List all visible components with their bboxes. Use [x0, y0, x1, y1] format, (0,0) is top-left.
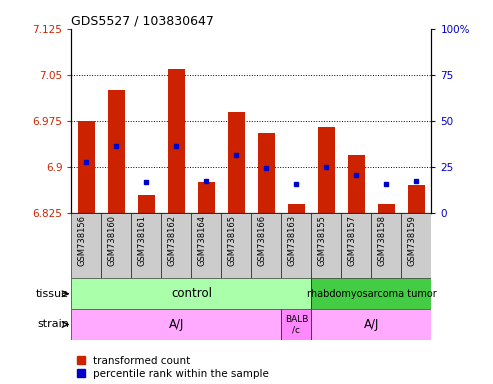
Text: BALB
/c: BALB /c [285, 315, 308, 334]
Text: GSM738161: GSM738161 [138, 215, 146, 266]
Bar [102, 213, 132, 278]
Bar [258, 133, 275, 213]
Text: tissue: tissue [36, 289, 69, 299]
Bar [341, 213, 371, 278]
Bar [371, 213, 401, 278]
Text: GSM738157: GSM738157 [348, 215, 356, 266]
Bar [228, 112, 245, 213]
Text: GSM738162: GSM738162 [168, 215, 176, 266]
Bar [138, 195, 155, 213]
Text: GSM738156: GSM738156 [77, 215, 86, 266]
Bar [78, 121, 95, 213]
Text: GSM738159: GSM738159 [407, 215, 417, 266]
Bar [71, 278, 312, 309]
Bar [161, 213, 191, 278]
Bar [378, 204, 394, 213]
Text: rhabdomyosarcoma tumor: rhabdomyosarcoma tumor [307, 289, 436, 299]
Text: GDS5527 / 103830647: GDS5527 / 103830647 [71, 15, 214, 28]
Bar [282, 213, 312, 278]
Text: GSM738166: GSM738166 [257, 215, 266, 266]
Bar [312, 213, 341, 278]
Bar [348, 155, 365, 213]
Bar [71, 309, 282, 340]
Bar [221, 213, 251, 278]
Text: GSM738164: GSM738164 [197, 215, 207, 266]
Bar [108, 90, 125, 213]
Bar [401, 213, 431, 278]
Text: GSM738158: GSM738158 [377, 215, 387, 266]
Text: A/J: A/J [169, 318, 184, 331]
Text: control: control [171, 287, 212, 300]
Text: strain: strain [37, 319, 69, 329]
Bar [288, 204, 305, 213]
Text: A/J: A/J [364, 318, 379, 331]
Bar [71, 213, 102, 278]
Text: GSM738155: GSM738155 [317, 215, 326, 266]
Bar [282, 309, 312, 340]
Bar [132, 213, 162, 278]
Legend: transformed count, percentile rank within the sample: transformed count, percentile rank withi… [77, 356, 269, 379]
Bar [318, 127, 335, 213]
Text: GSM738160: GSM738160 [107, 215, 116, 266]
Bar [251, 213, 282, 278]
Bar [408, 185, 424, 213]
Text: GSM738163: GSM738163 [287, 215, 296, 266]
Bar [168, 69, 185, 213]
Bar [198, 182, 214, 213]
Bar [191, 213, 221, 278]
Bar [312, 278, 431, 309]
Text: GSM738165: GSM738165 [227, 215, 237, 266]
Bar [312, 309, 431, 340]
